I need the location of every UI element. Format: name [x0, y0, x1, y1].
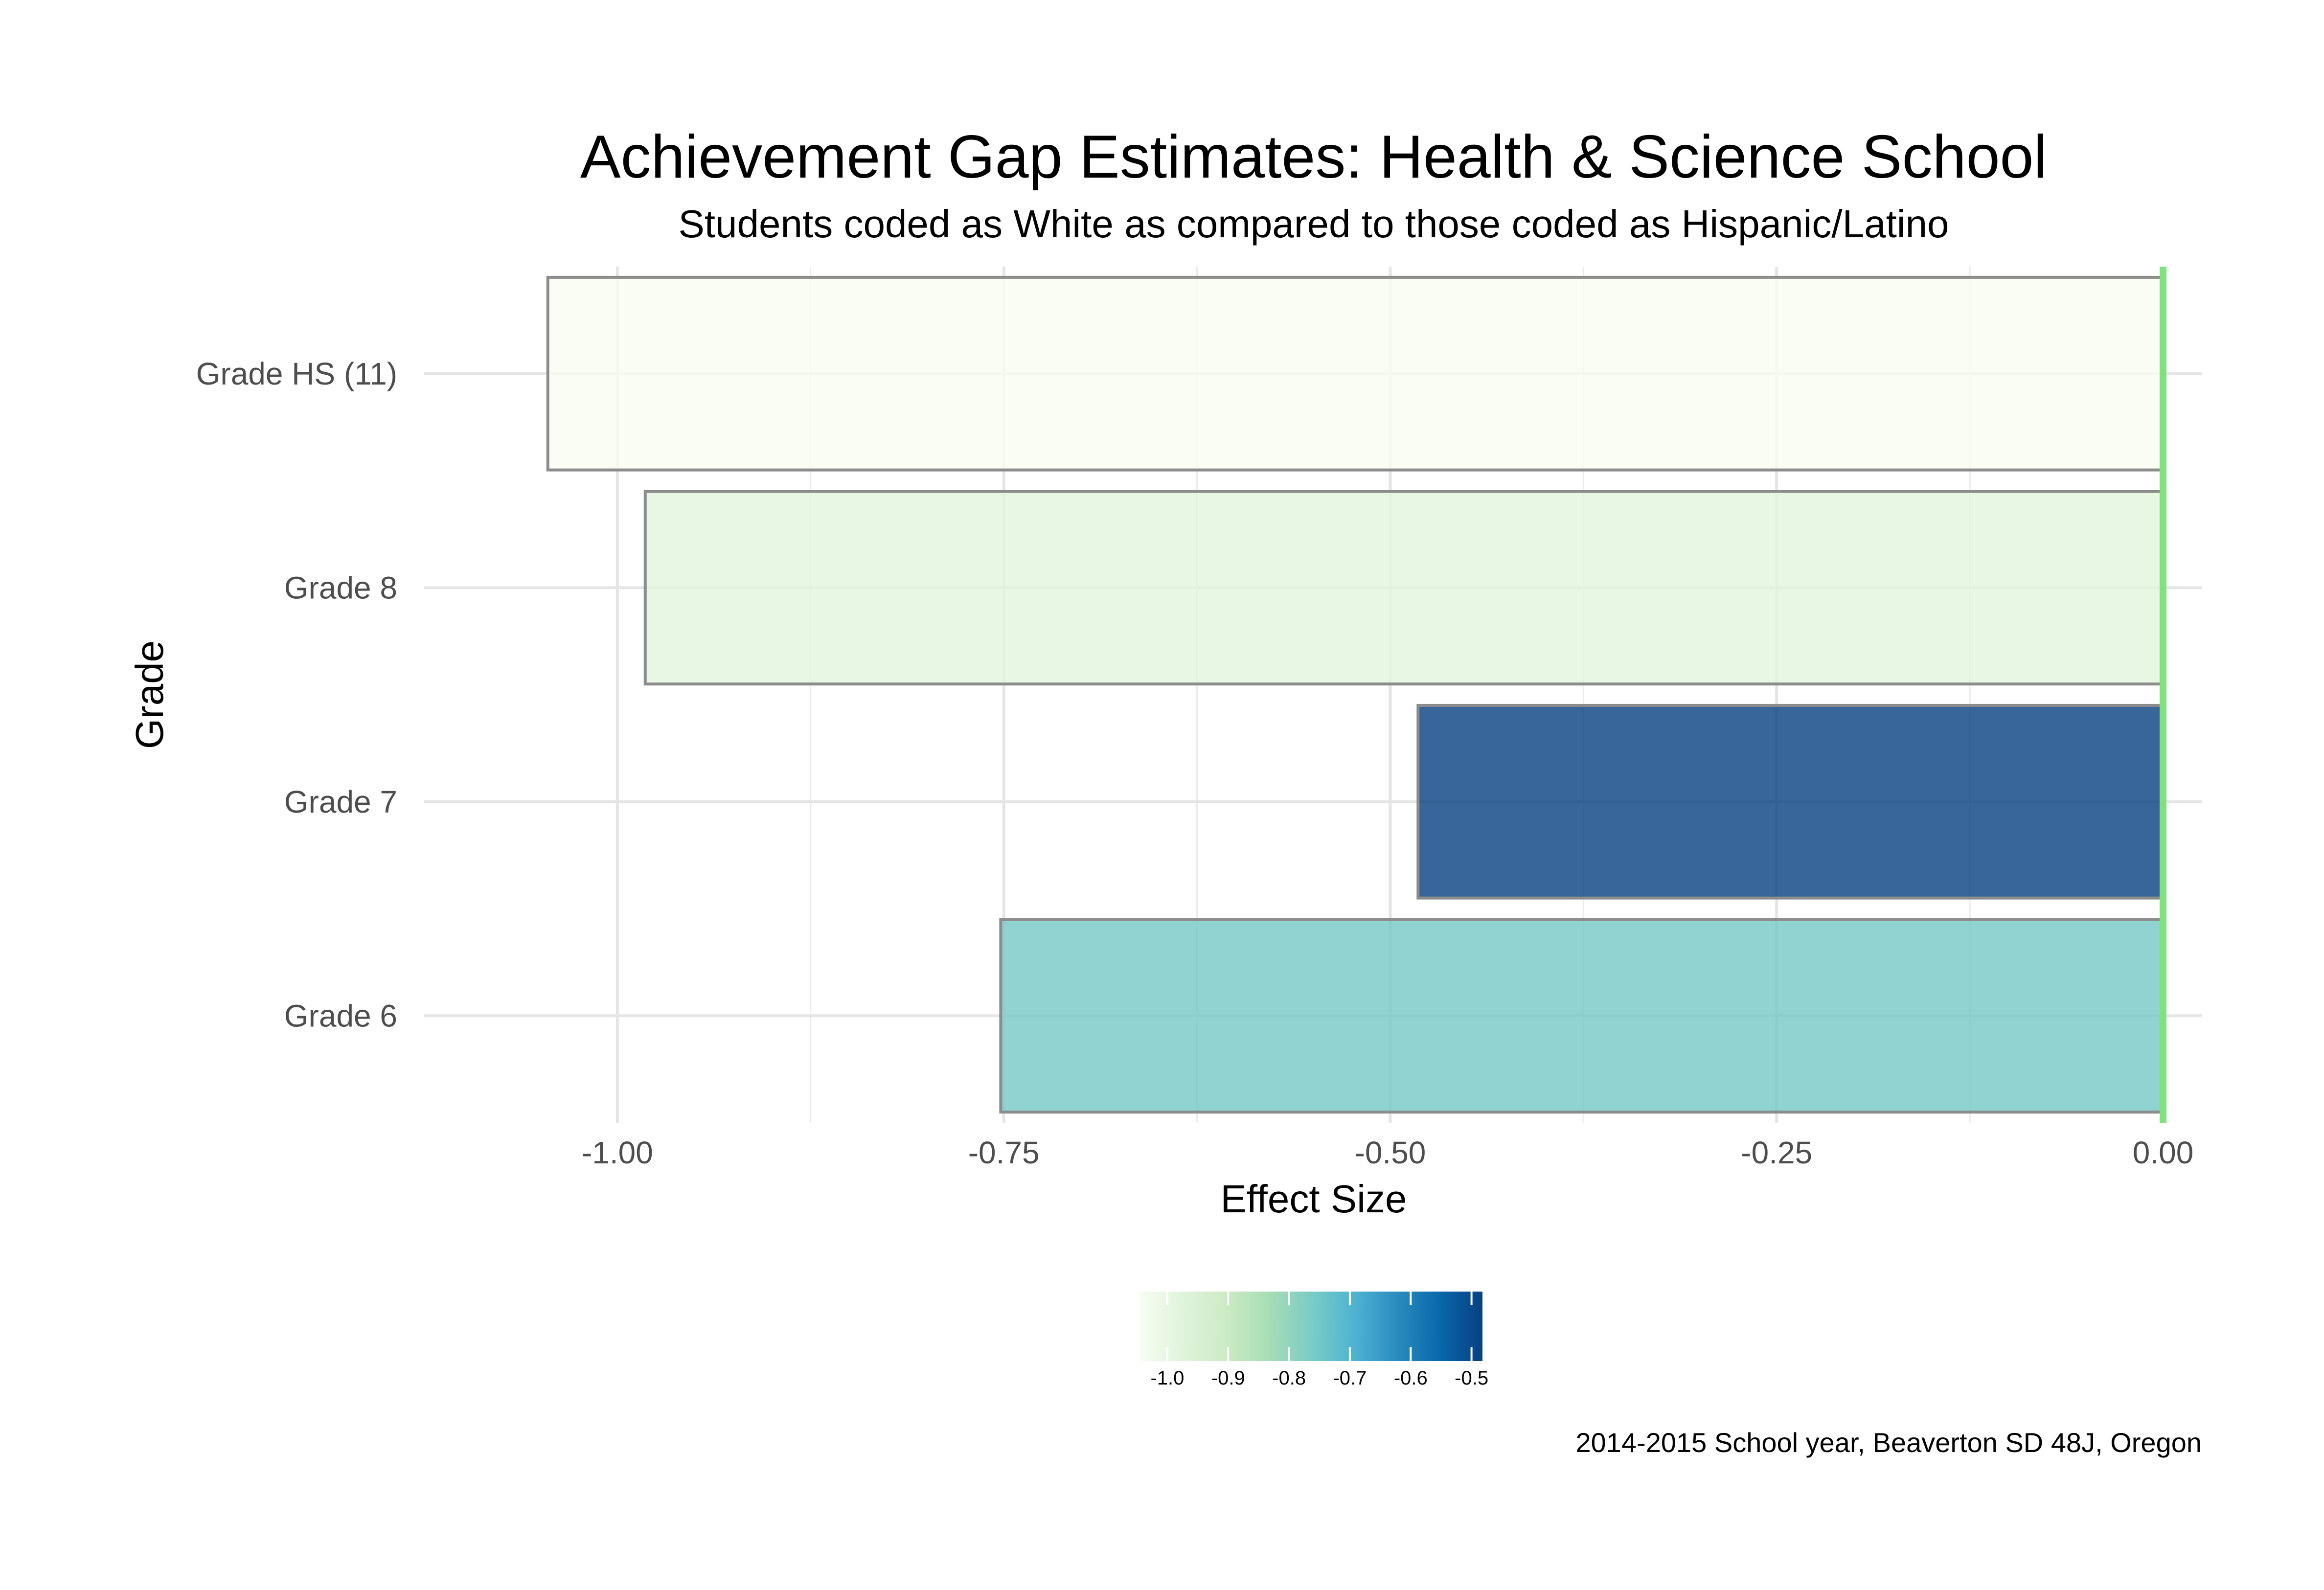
chart-subtitle: Students coded as White as compared to t… [678, 202, 1949, 246]
y-tick-label: Grade HS (11) [196, 356, 397, 391]
x-tick-label: 0.00 [2133, 1135, 2194, 1170]
y-tick-label: Grade 7 [284, 784, 397, 819]
bars [546, 275, 2165, 1114]
bar-grade-6 [999, 918, 2165, 1114]
x-tick-label: -0.50 [1355, 1135, 1426, 1170]
bar-grade-7 [1416, 704, 2165, 900]
x-tick-label: -0.25 [1741, 1135, 1812, 1170]
legend-tick-label: -0.5 [1455, 1367, 1488, 1389]
color-legend: -1.0 -0.9 -0.8 -0.7 -0.6 -0.5 [1140, 1292, 1488, 1389]
y-axis-ticks: Grade HS (11) Grade 8 Grade 7 Grade 6 [196, 356, 397, 1034]
legend-tick-label: -0.8 [1272, 1367, 1306, 1389]
legend-tick-label: -0.7 [1333, 1367, 1367, 1389]
y-tick-label: Grade 8 [284, 570, 397, 605]
x-tick-label: -0.75 [968, 1135, 1040, 1170]
x-axis-ticks: -1.00 -0.75 -0.50 -0.25 0.00 [582, 1135, 2193, 1170]
x-axis-title: Effect Size [1221, 1177, 1407, 1221]
bar-grade-8 [643, 490, 2165, 686]
chart-caption: 2014-2015 School year, Beaverton SD 48J,… [1576, 1427, 2202, 1458]
y-axis-title: Grade [128, 640, 171, 749]
x-tick-label: -1.00 [582, 1135, 653, 1170]
legend-tick-label: -0.6 [1394, 1367, 1428, 1389]
y-tick-label: Grade 6 [284, 998, 397, 1033]
bar-grade-hs-11 [546, 275, 2165, 472]
chart-title: Achievement Gap Estimates: Health & Scie… [580, 123, 2047, 191]
legend-tick-label: -0.9 [1211, 1367, 1245, 1389]
legend-colorbar [1140, 1292, 1482, 1361]
legend-tick-label: -1.0 [1150, 1367, 1184, 1389]
